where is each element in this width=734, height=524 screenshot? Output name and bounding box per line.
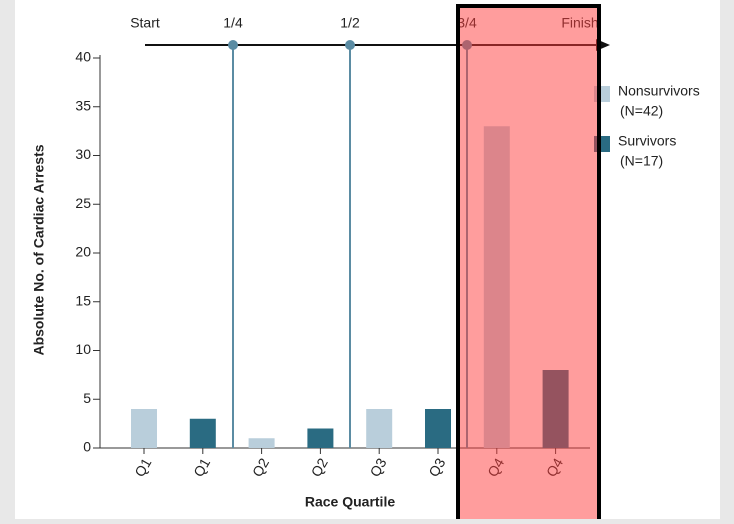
timeline-label: 1/4 (223, 15, 243, 31)
bar (248, 438, 275, 448)
timeline-label: Start (130, 15, 160, 31)
y-tick-label: 20 (75, 244, 91, 260)
timeline-label: 1/2 (340, 15, 360, 31)
legend-count: (N=42) (620, 103, 663, 119)
y-tick-label: 35 (75, 97, 91, 113)
y-axis-title: Absolute No. of Cardiac Arrests (31, 144, 47, 355)
timeline-marker (345, 40, 355, 50)
bar (131, 409, 157, 448)
y-tick-label: 10 (75, 341, 91, 357)
y-tick-label: 5 (83, 390, 91, 406)
legend-label: Survivors (618, 133, 676, 149)
bar (189, 418, 216, 448)
bar (307, 428, 334, 448)
bar (366, 409, 393, 448)
timeline-marker (228, 40, 238, 50)
y-tick-label: 25 (75, 195, 91, 211)
legend-count: (N=17) (620, 153, 663, 169)
y-tick-label: 15 (75, 292, 91, 308)
y-tick-label: 30 (75, 146, 91, 162)
legend-label: Nonsurvivors (618, 83, 700, 99)
bar (425, 409, 451, 448)
x-axis-title: Race Quartile (305, 494, 395, 510)
highlight (456, 4, 601, 523)
y-tick-label: 0 (83, 439, 91, 455)
y-tick-label: 40 (75, 49, 91, 65)
